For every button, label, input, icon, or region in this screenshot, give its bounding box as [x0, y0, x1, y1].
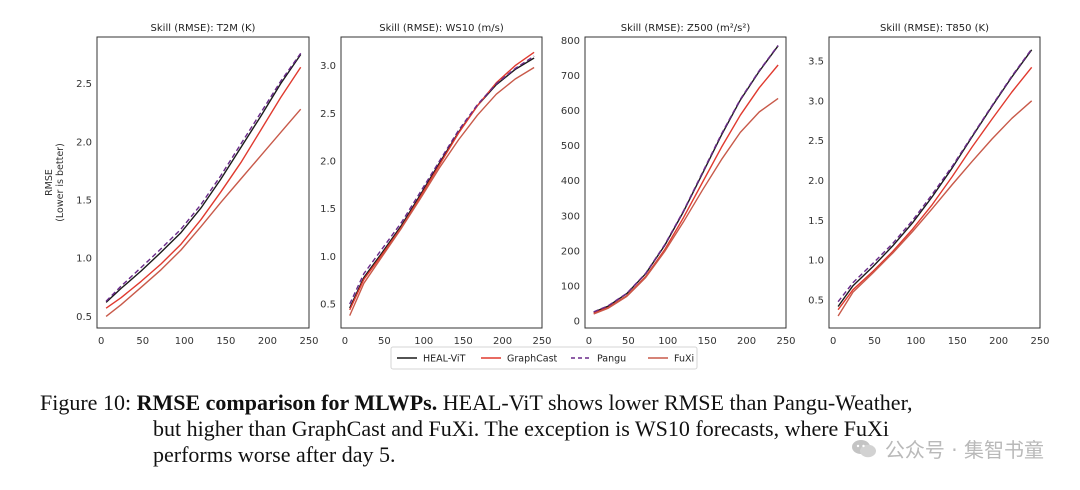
legend-label-graphcast: GraphCast	[507, 354, 558, 365]
chart-panel-2: Skill (RMSE): WS10 (m/s) 0 50 100 150 200 250 0…	[320, 23, 551, 347]
figure-caption: Figure 10: RMSE comparison for MLWPs. HE…	[40, 390, 1050, 468]
y-tick-label: 1.5	[808, 216, 824, 227]
series-line-graphcast	[349, 51, 535, 311]
chart-title: Skill (RMSE): T850 (K)	[880, 23, 989, 34]
y-axis-label: (Lower is better)	[55, 143, 66, 222]
x-tick-label: 150	[454, 336, 473, 347]
x-tick-label: 0	[830, 336, 836, 347]
plot-frame	[584, 36, 787, 329]
y-tick-label: 2.5	[320, 109, 336, 120]
y-tick-label: 0.5	[808, 296, 824, 307]
x-tick-label: 150	[216, 336, 235, 347]
series-line-graphcast	[105, 66, 302, 309]
series-line-heal-vit	[837, 49, 1033, 307]
plot-frame	[340, 36, 543, 329]
plot-frame	[96, 36, 310, 329]
x-tick-label: 0	[586, 336, 592, 347]
x-tick-label: 250	[299, 336, 318, 347]
x-tick-label: 200	[989, 336, 1008, 347]
x-tick-label: 200	[493, 336, 512, 347]
series-line-fuxi	[837, 100, 1033, 317]
x-tick-label: 50	[136, 336, 149, 347]
chart-panel-1: Skill (RMSE): T2M (K) 0 50 100 150 200 250 0.5 1…	[44, 23, 319, 347]
series-line-pangu	[837, 48, 1033, 303]
caption-bold: RMSE comparison for MLWPs.	[136, 390, 438, 415]
x-tick-label: 0	[342, 336, 348, 347]
y-tick-label: 1.0	[808, 256, 824, 267]
legend-label-heal-vit: HEAL-ViT	[423, 354, 466, 365]
y-tick-label: 1.0	[320, 252, 336, 263]
watermark-text: 公众号 · 集智书童	[884, 438, 1044, 462]
series-line-pangu	[105, 52, 302, 302]
y-tick-label: 2.5	[76, 79, 92, 90]
x-tick-label: 50	[868, 336, 881, 347]
chart-title: Skill (RMSE): T2M (K)	[151, 23, 256, 34]
x-tick-label: 200	[737, 336, 756, 347]
chart-panel-4: Skill (RMSE): T850 (K) 0 50 100 150 200 250 0.5…	[808, 23, 1049, 347]
y-tick-label: 200	[561, 246, 580, 257]
caption-line-1: HEAL-ViT shows lower RMSE than Pangu-Wea…	[442, 390, 913, 415]
series-line-fuxi	[105, 108, 302, 317]
series-line-fuxi	[593, 97, 779, 315]
y-tick-label: 600	[561, 106, 580, 117]
y-tick-label: 700	[561, 71, 580, 82]
x-tick-label: 100	[414, 336, 433, 347]
series-line-fuxi	[349, 66, 535, 316]
x-tick-label: 100	[175, 336, 194, 347]
y-tick-label: 100	[561, 281, 580, 292]
y-tick-label: 1.0	[76, 254, 92, 265]
series-line-graphcast	[593, 64, 779, 314]
x-tick-label: 250	[1030, 336, 1049, 347]
x-tick-label: 100	[906, 336, 925, 347]
series-line-heal-vit	[105, 54, 302, 303]
chart-title: Skill (RMSE): Z500 (m²/s²)	[621, 23, 751, 34]
series-line-pangu	[593, 44, 779, 313]
x-tick-label: 0	[98, 336, 104, 347]
y-tick-label: 2.0	[320, 157, 336, 168]
legend-label-fuxi: FuXi	[674, 354, 694, 365]
figure-charts: Skill (RMSE): T2M (K) 0 50 100 150 200 250 0.5 1…	[44, 23, 1050, 370]
plot-frame	[828, 36, 1041, 329]
y-tick-label: 2.5	[808, 136, 824, 147]
y-tick-label: 1.5	[76, 195, 92, 206]
series-line-heal-vit	[593, 45, 779, 313]
y-tick-label: 3.5	[808, 56, 824, 67]
chart-title: Skill (RMSE): WS10 (m/s)	[379, 23, 504, 34]
y-tick-label: 300	[561, 211, 580, 222]
y-tick-label: 500	[561, 141, 580, 152]
x-tick-label: 200	[258, 336, 277, 347]
y-tick-label: 3.0	[320, 61, 336, 72]
y-tick-label: 3.0	[808, 96, 824, 107]
x-tick-label: 150	[698, 336, 717, 347]
x-tick-label: 250	[776, 336, 795, 347]
y-tick-label: 0	[574, 316, 580, 327]
y-tick-label: 2.0	[76, 137, 92, 148]
y-tick-label: 2.0	[808, 176, 824, 187]
series-line-graphcast	[837, 66, 1033, 311]
x-tick-label: 250	[532, 336, 551, 347]
y-tick-label: 400	[561, 176, 580, 187]
x-tick-label: 150	[948, 336, 967, 347]
y-tick-label: 0.5	[320, 300, 336, 311]
caption-line-2: but higher than GraphCast and FuXi. The …	[153, 416, 890, 441]
y-tick-label: 0.5	[76, 312, 92, 323]
y-tick-label: 1.5	[320, 204, 336, 215]
legend: HEAL-ViT GraphCast Pangu FuXi	[390, 346, 698, 370]
series-line-heal-vit	[349, 57, 535, 309]
legend-box	[390, 346, 698, 370]
chart-panel-3: Skill (RMSE): Z500 (m²/s²) 0 50 100 150 200 25…	[561, 23, 796, 347]
wechat-icon	[851, 439, 876, 457]
watermark: 公众号 · 集智书童	[851, 434, 1044, 463]
y-tick-label: 800	[561, 36, 580, 47]
caption-label: Figure 10:	[40, 390, 132, 415]
series-line-pangu	[349, 55, 535, 305]
y-axis-label: RMSE	[44, 169, 55, 196]
x-tick-label: 50	[622, 336, 635, 347]
x-tick-label: 100	[658, 336, 677, 347]
legend-label-pangu: Pangu	[597, 354, 626, 365]
caption-line-3: performs worse after day 5.	[153, 442, 396, 467]
x-tick-label: 50	[378, 336, 391, 347]
